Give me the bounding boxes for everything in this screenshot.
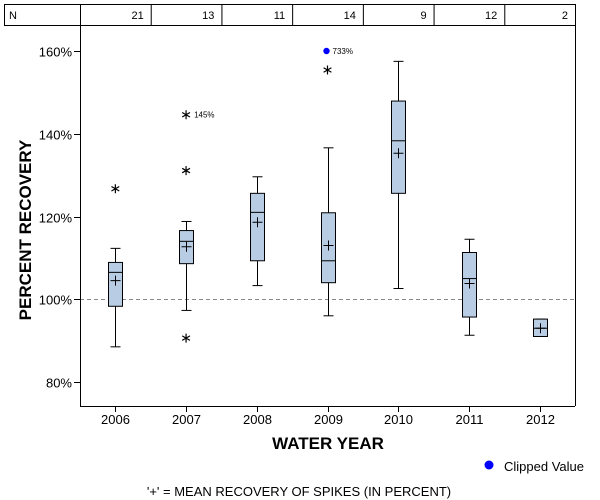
mean-marker-2009 bbox=[323, 240, 334, 251]
box-2010 bbox=[391, 60, 406, 289]
iqr-box-2010 bbox=[391, 100, 406, 194]
mean-marker-2010 bbox=[393, 148, 404, 159]
n-count-2009: 14 bbox=[344, 10, 356, 22]
x-tick-label: 2006 bbox=[101, 412, 130, 427]
outlier-2007 bbox=[181, 333, 191, 343]
outlier-2009 bbox=[323, 65, 332, 75]
mean-marker-2008 bbox=[252, 217, 263, 228]
outlier-2007 bbox=[181, 110, 191, 120]
n-count-2010: 9 bbox=[420, 10, 426, 22]
box-2009 bbox=[321, 147, 336, 317]
x-tick-label: 2011 bbox=[456, 412, 484, 427]
legend-label: Clipped Value bbox=[504, 459, 584, 474]
outlier-2006 bbox=[111, 184, 120, 194]
box-2012 bbox=[533, 318, 548, 337]
n-header-frame bbox=[4, 4, 576, 26]
n-count-2011: 12 bbox=[485, 10, 497, 22]
x-tick-label: 2008 bbox=[243, 412, 272, 427]
x-tick-label: 2009 bbox=[314, 412, 343, 427]
clipped-marker-2009 bbox=[323, 47, 330, 55]
y-tick-label: 140% bbox=[39, 128, 73, 143]
n-count-2012: 2 bbox=[562, 10, 568, 22]
x-tick-label: 2010 bbox=[384, 412, 413, 427]
y-tick-label: 80% bbox=[46, 376, 72, 391]
n-count-2008: 11 bbox=[274, 10, 285, 22]
box-2007 bbox=[179, 220, 194, 311]
x-tick-label: 2012 bbox=[526, 412, 555, 427]
y-tick-label: 120% bbox=[39, 211, 73, 226]
axes: 80% 100% 120% 140% 160% 2006 2007 2008 2009 2010 2… bbox=[39, 25, 576, 427]
plot-area: 145% 733% bbox=[80, 47, 575, 348]
y-tick-label: 160% bbox=[39, 45, 73, 60]
outlier-label-2007: 145% bbox=[194, 111, 214, 120]
mean-marker-2006 bbox=[110, 275, 121, 286]
n-count-2006: 21 bbox=[131, 10, 143, 22]
clipped-label-2009: 733% bbox=[333, 47, 353, 56]
n-count-2007: 13 bbox=[202, 10, 214, 22]
mean-marker-2012 bbox=[535, 323, 546, 334]
n-header-label: N bbox=[9, 10, 17, 22]
y-tick-label: 100% bbox=[39, 293, 73, 308]
legend: Clipped Value bbox=[484, 459, 584, 474]
box-2008 bbox=[250, 176, 265, 287]
mean-marker-2011 bbox=[464, 278, 475, 289]
x-tick-label: 2007 bbox=[172, 412, 201, 427]
outlier-2007 bbox=[181, 166, 191, 176]
y-axis-label: PERCENT RECOVERY bbox=[16, 139, 35, 320]
x-axis-label: WATER YEAR bbox=[272, 434, 384, 453]
box-2006 bbox=[108, 247, 123, 348]
box-2011 bbox=[462, 238, 477, 336]
clipped-value-legend-marker bbox=[484, 460, 494, 470]
n-count-header: N 21 13 11 14 9 12 2 bbox=[4, 4, 576, 26]
mean-marker-2007 bbox=[181, 241, 192, 252]
footnote: '+' = MEAN RECOVERY OF SPIKES (IN PERCEN… bbox=[147, 484, 451, 499]
